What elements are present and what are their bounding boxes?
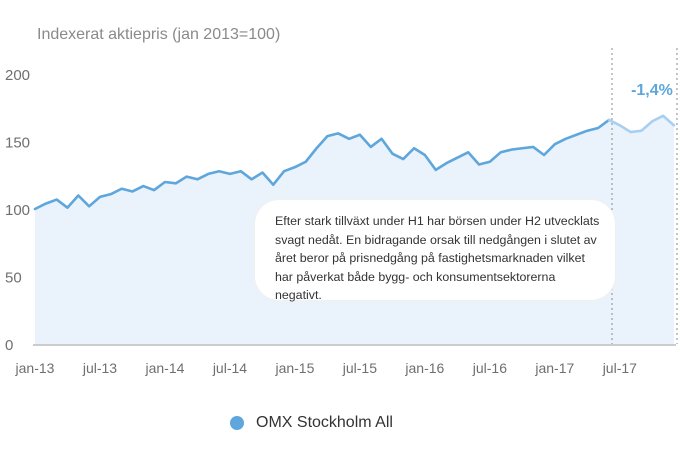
x-tick-label: jan-13 bbox=[15, 360, 55, 376]
y-tick-label: 100 bbox=[5, 202, 30, 219]
callout-text: Efter stark tillväxt under H1 har börsen… bbox=[275, 214, 600, 302]
x-tick-label: jul-14 bbox=[212, 360, 247, 376]
y-tick-label: 50 bbox=[5, 270, 22, 287]
legend-marker bbox=[230, 416, 244, 430]
x-tick-label: jan-17 bbox=[534, 360, 574, 376]
x-tick-label: jul-13 bbox=[82, 360, 117, 376]
y-tick-label: 150 bbox=[5, 135, 30, 152]
x-tick-label: jul-17 bbox=[602, 360, 637, 376]
series-line bbox=[607, 114, 676, 134]
legend: OMX Stockholm All bbox=[230, 414, 393, 432]
callout-box: Efter stark tillväxt under H1 har börsen… bbox=[255, 200, 615, 302]
x-tick-label: jan-16 bbox=[404, 360, 444, 376]
x-tick-label: jan-14 bbox=[144, 360, 184, 376]
x-tick-label: jan-15 bbox=[274, 360, 314, 376]
series-line bbox=[33, 118, 611, 211]
y-tick-label: 200 bbox=[5, 67, 30, 84]
change-annotation: -1,4% bbox=[631, 82, 673, 99]
y-tick-label: 0 bbox=[5, 337, 13, 354]
chart-title: Indexerat aktiepris (jan 2013=100) bbox=[37, 26, 281, 43]
x-tick-label: jul-16 bbox=[472, 360, 507, 376]
x-tick-label: jul-15 bbox=[342, 360, 377, 376]
legend-label: OMX Stockholm All bbox=[256, 414, 393, 431]
